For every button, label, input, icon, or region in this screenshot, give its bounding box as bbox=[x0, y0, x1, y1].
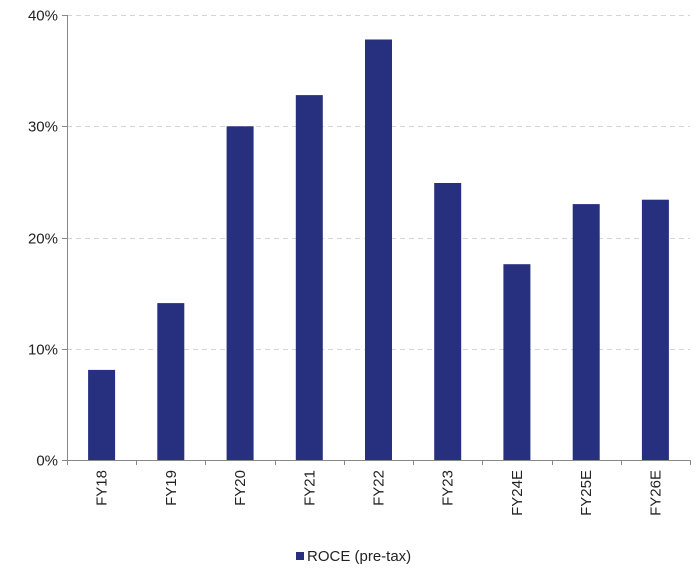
legend: ROCE (pre-tax) bbox=[296, 548, 411, 565]
x-tick-label: FY26E bbox=[647, 470, 664, 516]
y-axis-ticks: 0% 10% 20% 30% 40% bbox=[28, 8, 67, 470]
bar-fy24e bbox=[503, 264, 531, 460]
x-axis-ticks: FY18 FY19 FY20 FY21 FY22 FY23 FY24E FY25E FY26E bbox=[67, 460, 691, 516]
bar-fy25e bbox=[572, 204, 600, 460]
bar-fy20 bbox=[226, 126, 254, 461]
bar-fy19 bbox=[157, 303, 185, 460]
legend-swatch-roce bbox=[296, 552, 304, 560]
x-tick-label: FY21 bbox=[301, 470, 318, 506]
bar-fy23 bbox=[434, 183, 462, 460]
bar-fy18 bbox=[88, 369, 116, 460]
x-tick-label: FY24E bbox=[509, 470, 526, 516]
bar-fy26e bbox=[641, 199, 669, 460]
y-tick-label: 0% bbox=[36, 453, 58, 470]
x-tick-label: FY22 bbox=[371, 470, 388, 506]
legend-label-roce: ROCE (pre-tax) bbox=[307, 548, 411, 565]
y-tick-label: 40% bbox=[28, 8, 58, 25]
y-tick-label: 30% bbox=[28, 119, 58, 136]
x-tick-label: FY19 bbox=[163, 470, 180, 506]
bar-fy22 bbox=[365, 39, 392, 460]
x-tick-label: FY20 bbox=[232, 470, 249, 506]
bar-fy21 bbox=[295, 95, 323, 460]
y-tick-label: 20% bbox=[28, 231, 58, 248]
x-tick-label: FY25E bbox=[578, 470, 595, 516]
x-tick-label: FY18 bbox=[94, 470, 111, 506]
bars bbox=[88, 39, 669, 461]
x-tick-label: FY23 bbox=[440, 470, 457, 506]
axes bbox=[67, 15, 690, 461]
y-tick-label: 10% bbox=[28, 342, 58, 359]
